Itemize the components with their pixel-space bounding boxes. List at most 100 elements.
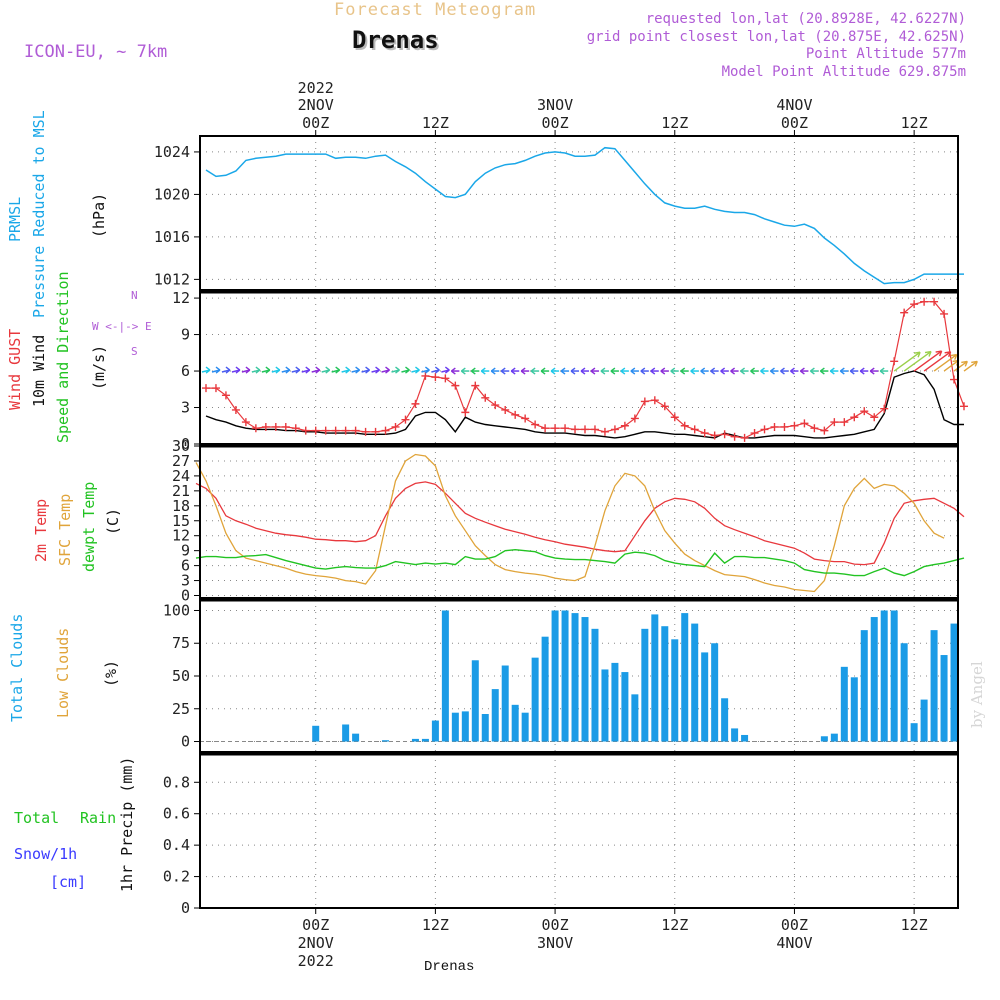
wind-direction-arrow-head: [935, 350, 943, 357]
cloud-bar: [840, 666, 848, 742]
gust-marker: [730, 432, 739, 441]
cloud-bar: [431, 720, 439, 742]
wind-direction-arrow-head: [790, 367, 795, 375]
cloud-bar: [471, 660, 479, 742]
value-tick-label: 3: [181, 399, 190, 417]
gust-marker: [830, 418, 839, 427]
wind-direction-arrow-head: [225, 366, 231, 374]
wind-direction-arrow-head: [460, 367, 466, 375]
gust-marker: [371, 427, 380, 436]
value-tick-label: 1016: [154, 228, 190, 246]
value-tick-label: 0: [181, 435, 190, 453]
date-label-bottom: 3NOV: [537, 934, 573, 952]
gust-marker: [870, 413, 879, 422]
wind-direction-arrow-head: [510, 367, 516, 375]
wind-direction-arrow-head: [520, 367, 526, 375]
gust-marker: [620, 421, 629, 430]
value-tick-label: 30: [172, 437, 190, 455]
wind-direction-arrow: [943, 359, 960, 372]
gust-marker: [361, 427, 370, 436]
wind-direction-arrow-head: [285, 366, 291, 374]
wind-direction-arrow-head: [770, 367, 775, 375]
model-altitude: Model Point Altitude 629.875m: [721, 64, 966, 80]
cloud-bar: [910, 723, 918, 742]
wind-direction-arrow-head: [500, 367, 506, 375]
gust-marker: [740, 433, 749, 442]
footer-location: Drenas: [424, 959, 475, 975]
wind-direction-arrow-head: [434, 366, 440, 374]
gust-marker: [571, 425, 580, 434]
value-tick-label: 0.6: [163, 805, 190, 823]
wind-direction-arrow-head: [540, 367, 546, 375]
gust-marker: [810, 424, 819, 433]
panel-frame: [199, 135, 959, 291]
wind-direction-arrow-head: [809, 367, 815, 375]
wind-direction-arrow-head: [961, 360, 968, 367]
rain-label: Rain: [80, 809, 117, 827]
cloud-bar: [681, 613, 689, 742]
wind-direction-arrow-head: [660, 367, 666, 375]
cloud-bar: [641, 628, 649, 742]
wind-direction-arrow-head: [819, 367, 825, 375]
value-tick-label: 25: [172, 700, 190, 718]
model-label: ICON-EU, ~ 7km: [24, 42, 168, 62]
date-label-top: 3NOV: [537, 96, 573, 114]
gust-marker: [541, 424, 550, 433]
gust-marker: [960, 402, 968, 411]
panel-frame: [199, 753, 959, 909]
gust-marker: [551, 424, 560, 433]
cloud-bar: [561, 610, 569, 742]
cloud-bar: [571, 613, 579, 742]
time-label-bottom: 00Z: [542, 916, 569, 934]
wind-direction-arrow-head: [530, 367, 536, 375]
wind-direction-arrow: [933, 354, 958, 372]
gust-marker: [431, 373, 440, 382]
wind-direction-arrow-head: [610, 367, 616, 375]
wind-direction-arrow-head: [415, 366, 420, 374]
cloud-bar: [830, 733, 838, 742]
gust-marker: [501, 405, 510, 414]
cloud-bar: [541, 636, 549, 742]
wind-direction-arrow-head: [740, 367, 745, 375]
dewpt-line: [195, 548, 965, 577]
wind-direction-arrow-head: [305, 366, 311, 374]
gust-marker: [660, 402, 669, 411]
time-label-top: 12Z: [422, 114, 449, 132]
gust-marker: [331, 426, 340, 435]
t2m-line: [195, 481, 965, 566]
value-tick-label: 9: [181, 326, 190, 344]
gust-marker: [211, 384, 220, 393]
wind-direction-arrow-head: [570, 367, 576, 375]
gust-marker: [680, 421, 689, 430]
value-tick-label: 9: [181, 542, 190, 560]
wind-direction-arrow-head: [924, 350, 932, 357]
cloud-bar: [511, 704, 519, 742]
cloud-bar: [382, 740, 390, 742]
wind-direction-arrow: [953, 360, 968, 372]
gust-marker: [321, 426, 330, 435]
cloud-bar: [691, 623, 699, 742]
gust-marker: [720, 430, 729, 439]
value-tick-label: 0: [181, 899, 190, 917]
gust-marker: [251, 424, 260, 433]
time-label-top: 00Z: [542, 114, 569, 132]
value-tick-label: 3: [181, 572, 190, 590]
cloud-bar: [601, 669, 609, 742]
time-label-top: 00Z: [781, 114, 808, 132]
cloud-bar: [581, 617, 589, 742]
wind-direction-arrow: [923, 351, 952, 372]
gust-marker: [281, 422, 290, 431]
wind-direction-arrow-head: [859, 367, 865, 375]
gust-marker: [381, 426, 390, 435]
value-tick-label: 6: [181, 557, 190, 575]
cloud-bar: [731, 728, 739, 742]
value-tick-label: 21: [172, 482, 190, 500]
gust-marker: [940, 309, 949, 318]
gust-marker: [391, 422, 400, 431]
cloud-bar: [342, 724, 350, 742]
wind-direction-arrow-head: [550, 367, 556, 375]
cloud-bar: [411, 738, 419, 742]
cloud-bar: [870, 617, 878, 742]
cloud-bar: [890, 610, 898, 742]
